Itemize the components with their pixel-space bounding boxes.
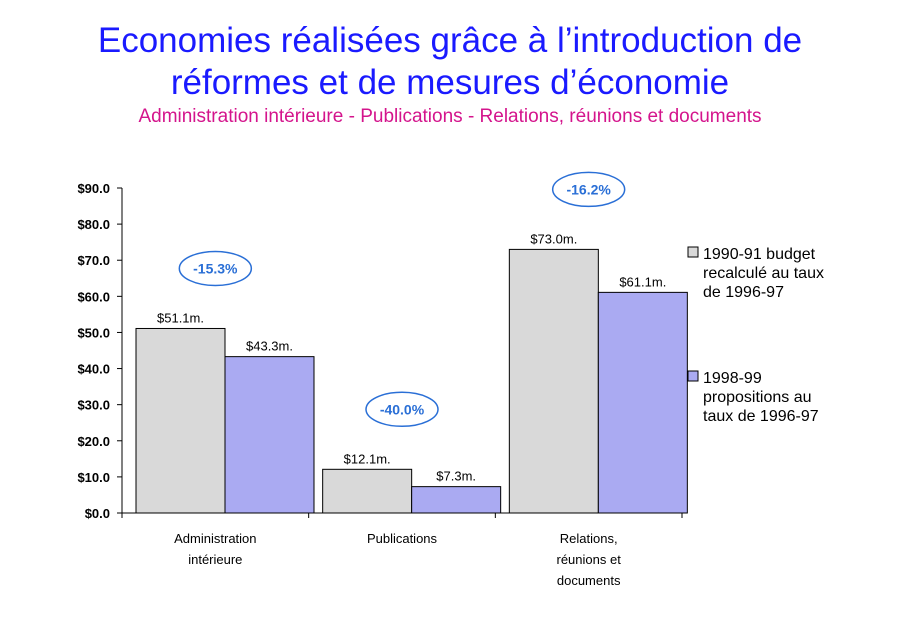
x-category-label: documents	[557, 573, 621, 588]
bar-series-2	[224, 356, 315, 514]
y-tick-label: $80.0	[77, 217, 110, 232]
data-label: $7.3m.	[436, 469, 476, 484]
y-tick-label: $10.0	[77, 470, 110, 485]
y-tick-label: $0.0	[85, 506, 110, 521]
legend-label: propositions au	[703, 389, 812, 406]
y-tick-label: $90.0	[77, 181, 110, 196]
bar-series-1	[135, 327, 226, 514]
y-tick-label: $30.0	[77, 398, 110, 413]
legend-label: recalculé au taux	[703, 265, 824, 282]
chart-title-line-1: Economies réalisées grâce à l’introducti…	[97, 21, 803, 60]
y-tick-label: $60.0	[77, 289, 110, 304]
bar-series-1	[322, 468, 413, 514]
bar-series-2	[411, 486, 502, 514]
chart-title-line-2: réformes et de mesures d’économie	[170, 63, 730, 102]
change-label: -15.3%	[193, 260, 238, 276]
y-tick-label: $70.0	[77, 253, 110, 268]
x-category-label: Publications	[367, 531, 438, 546]
x-category-label: intérieure	[188, 552, 242, 567]
legend-label: 1990-91 budget	[703, 246, 816, 263]
change-label: -40.0%	[380, 401, 425, 417]
legend-label: 1998-99	[703, 370, 762, 387]
x-category-label: réunions et	[557, 552, 622, 567]
data-label: $61.1m.	[619, 274, 666, 289]
change-label: -16.2%	[566, 181, 611, 197]
legend-swatch	[687, 370, 699, 382]
data-label: $12.1m.	[344, 451, 391, 466]
y-tick-label: $50.0	[77, 325, 110, 340]
data-label: $43.3m.	[246, 339, 293, 354]
data-label: $51.1m.	[157, 310, 204, 325]
bar-series-2	[597, 291, 688, 514]
x-category-label: Relations,	[560, 531, 618, 546]
y-tick-label: $20.0	[77, 434, 110, 449]
change-ellipse	[365, 391, 439, 428]
legend-label: taux de 1996-97	[703, 408, 819, 425]
change-ellipse	[551, 171, 626, 208]
legend-swatch	[687, 246, 699, 258]
data-label: $73.0m.	[530, 231, 577, 246]
change-ellipse	[178, 250, 253, 287]
legend-label: de 1996-97	[703, 284, 784, 301]
y-tick-label: $40.0	[77, 362, 110, 377]
bar-series-1	[508, 248, 599, 514]
x-category-label: Administration	[174, 531, 256, 546]
chart-subtitle: Administration intérieure - Publications…	[138, 106, 762, 127]
